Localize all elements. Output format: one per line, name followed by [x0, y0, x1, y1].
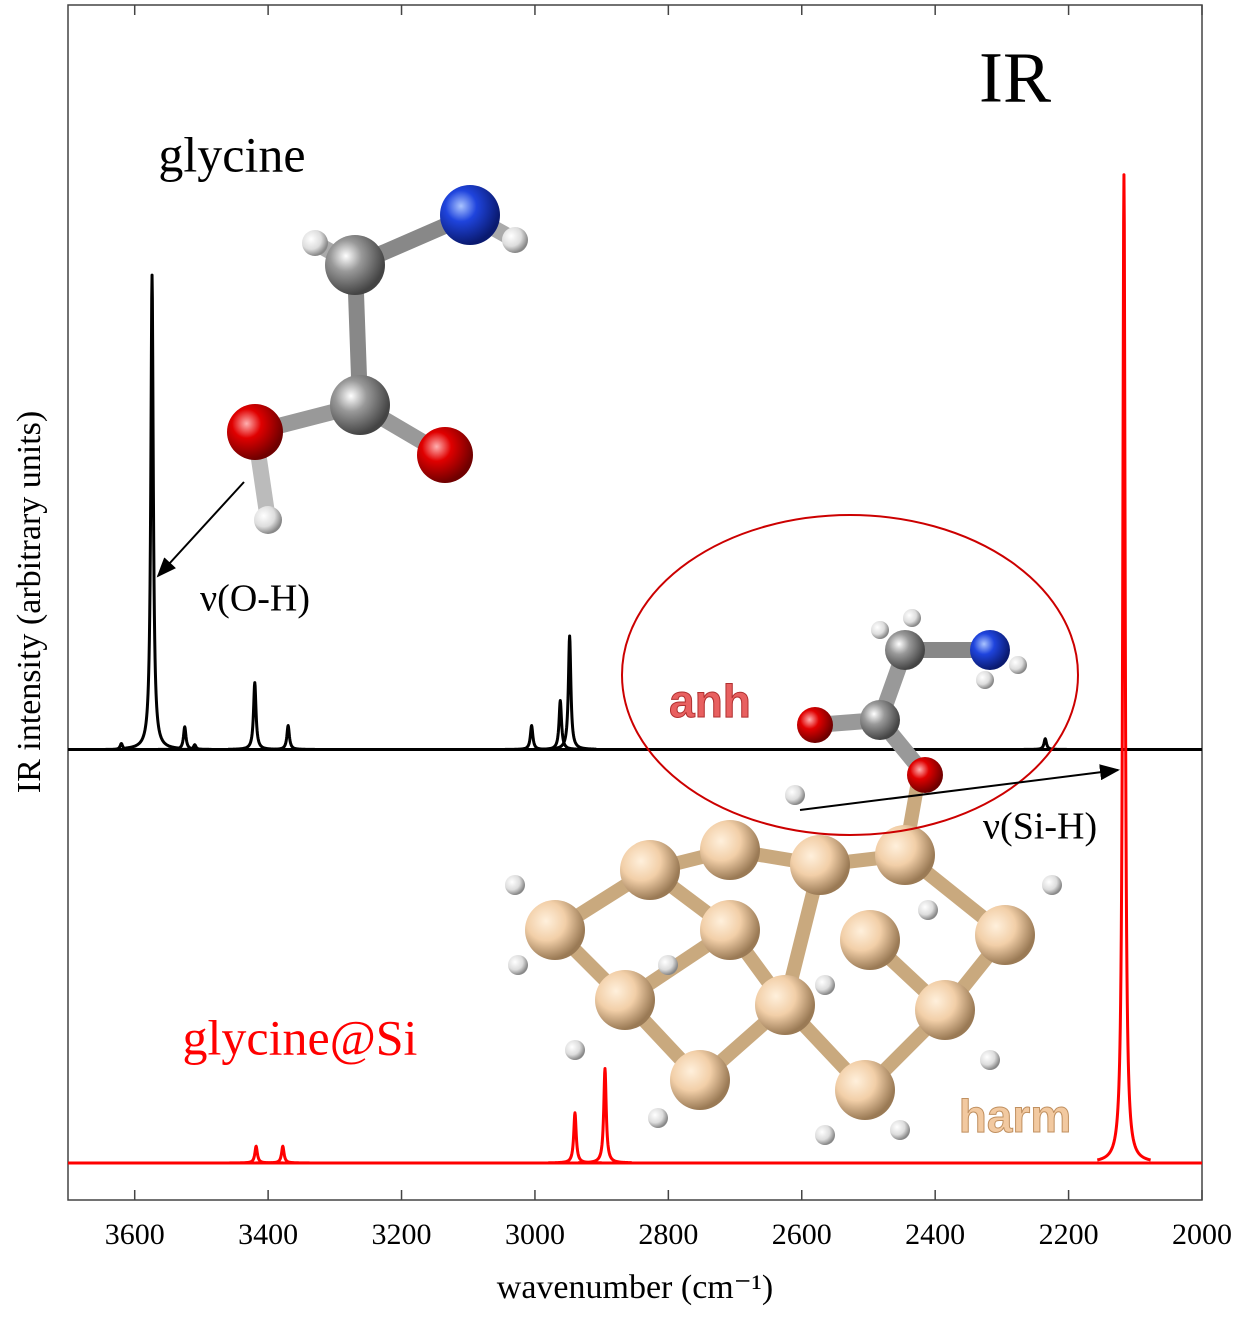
- chart: IR wavenumber (cm⁻¹) IR intensity (arbit…: [0, 0, 1238, 1312]
- peak: [1019, 739, 1072, 750]
- peak: [256, 1146, 309, 1163]
- annotation: harm: [959, 1090, 1071, 1142]
- x-tick-label: 3000: [505, 1218, 565, 1251]
- x-tick-label: 2400: [905, 1218, 965, 1251]
- peak: [543, 636, 596, 749]
- peak: [228, 683, 281, 750]
- peak: [578, 1069, 631, 1163]
- x-tick-label: 2000: [1172, 1218, 1232, 1251]
- silicon-surface: [505, 770, 1062, 1145]
- glycine-molecule: [158, 185, 528, 576]
- chart-title: IR: [979, 38, 1051, 118]
- peak: [1097, 175, 1150, 1160]
- x-tick-label: 3400: [238, 1218, 298, 1251]
- series-label: glycine: [158, 126, 305, 182]
- x-tick-label: 3600: [105, 1218, 165, 1251]
- series-label: glycine@Si: [183, 1009, 418, 1065]
- x-axis-label: wavenumber (cm⁻¹): [497, 1269, 773, 1306]
- peak: [261, 726, 314, 750]
- x-tick-label: 2200: [1039, 1218, 1099, 1251]
- annotation: ν(O-H): [200, 578, 310, 620]
- x-tick-label: 3200: [372, 1218, 432, 1251]
- y-axis-label: IR intensity (arbitrary units): [11, 411, 48, 793]
- peak: [534, 700, 587, 749]
- peak: [125, 275, 178, 748]
- peak: [229, 1146, 282, 1163]
- x-tick-label: 2800: [638, 1218, 698, 1251]
- annotation: ν(Si-H): [983, 806, 1097, 848]
- peak: [505, 726, 558, 750]
- peak: [548, 1113, 601, 1163]
- x-tick-label: 2600: [772, 1218, 832, 1251]
- annotation: anh: [669, 675, 751, 727]
